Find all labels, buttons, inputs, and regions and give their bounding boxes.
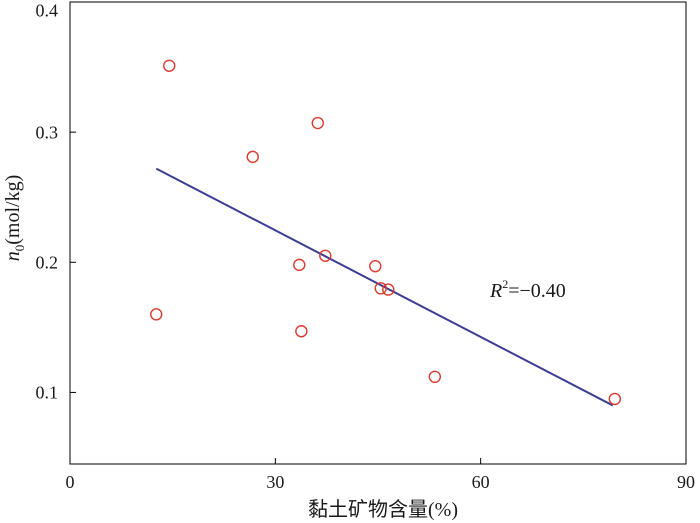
- r-squared-value: =−0.40: [508, 280, 566, 302]
- y-tick-label: 0.4: [36, 0, 59, 20]
- data-point: [428, 370, 442, 384]
- plot-frame: [69, 1, 687, 465]
- data-point: [369, 259, 382, 273]
- data-point: [382, 283, 395, 296]
- y-tick-label: 0.3: [36, 122, 59, 142]
- y-axis-label-variable: n: [2, 251, 24, 261]
- regression-line: [155, 167, 614, 407]
- data-point: [163, 59, 176, 72]
- data-point: [319, 249, 332, 262]
- data-point: [374, 282, 387, 295]
- x-tick-label: 60: [472, 472, 490, 492]
- r-squared-variable: R: [489, 280, 502, 302]
- y-axis-label-subscript: 0: [12, 245, 27, 252]
- y-tick-label: 0.1: [36, 383, 59, 403]
- data-point: [311, 116, 324, 130]
- data-point: [246, 150, 259, 164]
- data-points: [150, 59, 622, 406]
- y-axis-ticks: 0.1 0.2 0.3 0.4: [36, 0, 76, 403]
- data-point: [608, 392, 622, 406]
- x-axis-ticks: 0 30 60 90: [66, 458, 695, 492]
- y-axis-label: n0(mol/kg): [2, 175, 27, 262]
- r-squared-annotation: R2=−0.40: [489, 277, 566, 302]
- x-axis-label: 黏土矿物含量(%): [308, 498, 458, 521]
- data-point: [293, 258, 306, 272]
- x-tick-label: 30: [266, 472, 284, 492]
- y-axis-label-unit: (mol/kg): [2, 175, 24, 245]
- r-squared-superscript: 2: [502, 277, 508, 291]
- x-tick-label: 90: [677, 472, 695, 492]
- data-point: [150, 308, 163, 321]
- data-point: [295, 325, 308, 338]
- y-tick-label: 0.2: [36, 253, 59, 273]
- x-tick-label: 0: [66, 472, 75, 492]
